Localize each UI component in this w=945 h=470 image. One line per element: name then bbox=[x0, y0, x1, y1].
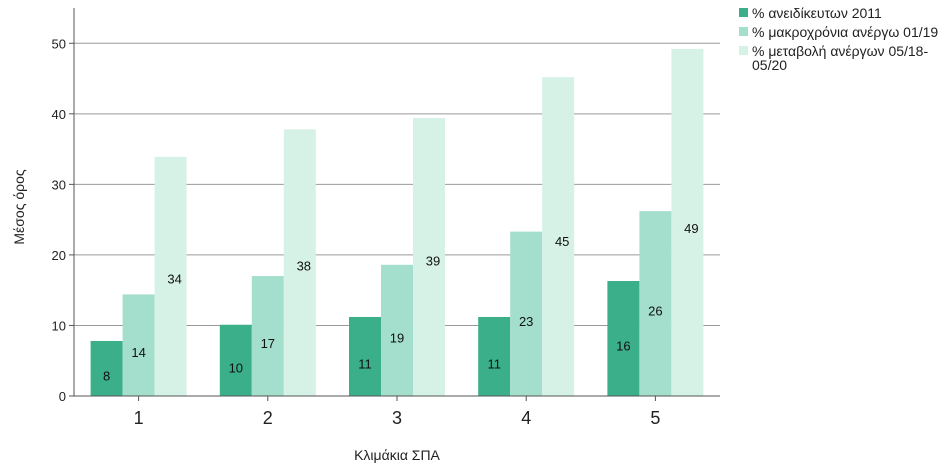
legend-item-series-1: % ανειδίκευτων 2011 bbox=[739, 6, 945, 20]
bar bbox=[283, 129, 316, 396]
bar bbox=[607, 281, 640, 396]
bar bbox=[381, 264, 413, 396]
x-tick-label: 4 bbox=[521, 408, 531, 428]
legend-label: % ανειδίκευτων 2011 bbox=[752, 5, 882, 21]
data-label: 11 bbox=[358, 356, 372, 371]
data-label: 23 bbox=[519, 314, 533, 329]
legend-label: % μακροχρόνια ανέργω 01/19 bbox=[752, 24, 939, 40]
legend-swatch bbox=[739, 8, 748, 17]
bar bbox=[542, 77, 575, 396]
y-tick-label: 0 bbox=[59, 389, 66, 404]
bar bbox=[349, 316, 381, 396]
bar bbox=[510, 231, 543, 396]
y-tick-label: 20 bbox=[52, 248, 66, 263]
bar bbox=[219, 324, 252, 396]
bar bbox=[122, 294, 155, 396]
legend: % ανειδίκευτων 2011 % μακροχρόνια ανέργω… bbox=[739, 6, 945, 77]
data-label: 34 bbox=[167, 272, 181, 287]
data-label: 14 bbox=[131, 345, 145, 360]
bar bbox=[251, 276, 284, 396]
data-label: 11 bbox=[487, 356, 501, 371]
bar bbox=[478, 316, 511, 396]
data-label: 49 bbox=[684, 221, 698, 236]
data-label: 10 bbox=[229, 360, 243, 375]
data-label: 39 bbox=[426, 253, 440, 268]
legend-label: % μεταβολή ανέργων 05/18-05/20 bbox=[752, 43, 929, 73]
x-tick-label: 3 bbox=[392, 408, 402, 428]
y-axis-title: Μέσος όρος bbox=[11, 169, 27, 245]
y-tick-label: 40 bbox=[52, 107, 66, 122]
data-label: 16 bbox=[616, 339, 630, 354]
legend-item-series-3: % μεταβολή ανέργων 05/18-05/20 bbox=[739, 44, 945, 72]
data-label: 26 bbox=[648, 304, 662, 319]
bar bbox=[639, 211, 672, 396]
bar bbox=[154, 156, 187, 396]
y-tick-label: 30 bbox=[52, 177, 66, 192]
x-axis-title: Κλιμάκια ΣΠΑ bbox=[354, 447, 440, 463]
legend-item-series-2: % μακροχρόνια ανέργω 01/19 bbox=[739, 25, 945, 39]
y-tick-label: 10 bbox=[52, 318, 66, 333]
x-tick-label: 1 bbox=[134, 408, 144, 428]
data-label: 17 bbox=[261, 336, 275, 351]
legend-swatch bbox=[739, 46, 748, 55]
bar bbox=[413, 118, 445, 397]
data-labels: 8 14 34 10 17 38 11 19 39 11 23 45 16 26 49 bbox=[103, 221, 699, 384]
bars bbox=[90, 48, 704, 397]
data-label: 45 bbox=[555, 234, 569, 249]
x-tick-label: 2 bbox=[263, 408, 273, 428]
bar bbox=[671, 48, 704, 397]
data-label: 19 bbox=[390, 330, 404, 345]
y-tick-label: 50 bbox=[52, 36, 66, 51]
data-label: 38 bbox=[297, 259, 311, 274]
data-label: 8 bbox=[103, 368, 110, 383]
bar bbox=[90, 340, 123, 396]
x-tick-label: 5 bbox=[650, 408, 660, 428]
legend-swatch bbox=[739, 27, 748, 36]
